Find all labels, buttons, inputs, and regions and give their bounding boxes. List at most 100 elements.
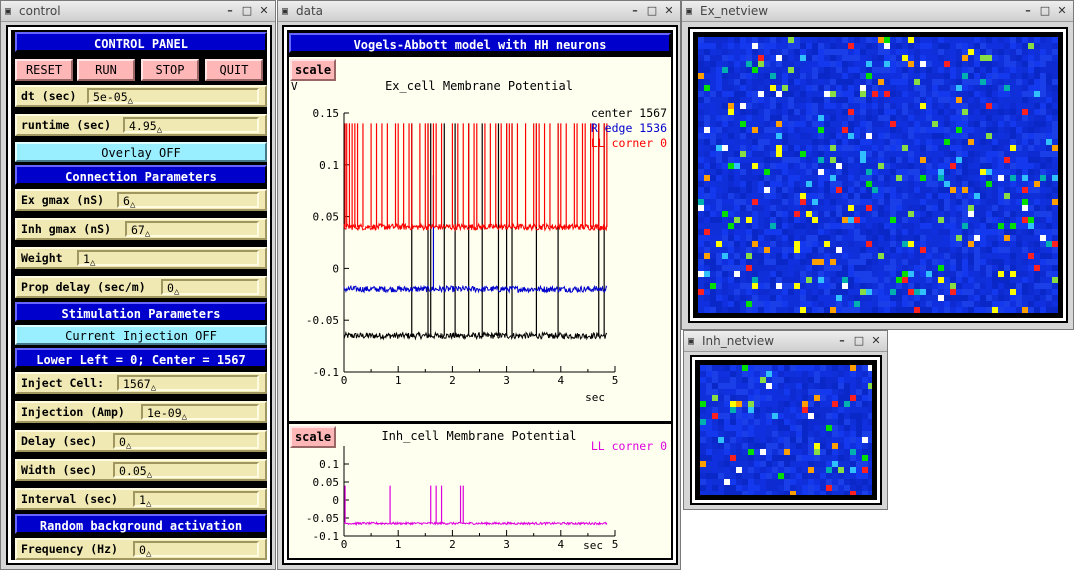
neuron-cell[interactable] xyxy=(962,229,968,235)
neuron-cell[interactable] xyxy=(716,259,722,265)
neuron-cell[interactable] xyxy=(962,133,968,139)
neuron-cell[interactable] xyxy=(742,395,748,401)
neuron-cell[interactable] xyxy=(746,217,752,223)
close-icon[interactable]: ✕ xyxy=(664,4,674,17)
neuron-cell[interactable] xyxy=(1040,127,1046,133)
neuron-cell[interactable] xyxy=(698,223,704,229)
neuron-cell[interactable] xyxy=(1028,247,1034,253)
neuron-cell[interactable] xyxy=(808,407,814,413)
neuron-cell[interactable] xyxy=(758,151,764,157)
neuron-cell[interactable] xyxy=(754,371,760,377)
neuron-cell[interactable] xyxy=(788,295,794,301)
neuron-cell[interactable] xyxy=(766,419,772,425)
neuron-cell[interactable] xyxy=(844,473,850,479)
neuron-cell[interactable] xyxy=(812,271,818,277)
neuron-cell[interactable] xyxy=(752,157,758,163)
neuron-cell[interactable] xyxy=(866,211,872,217)
neuron-cell[interactable] xyxy=(1010,121,1016,127)
neuron-cell[interactable] xyxy=(718,491,724,495)
neuron-cell[interactable] xyxy=(986,181,992,187)
neuron-cell[interactable] xyxy=(1022,253,1028,259)
neuron-cell[interactable] xyxy=(992,67,998,73)
neuron-cell[interactable] xyxy=(914,121,920,127)
neuron-cell[interactable] xyxy=(818,157,824,163)
neuron-cell[interactable] xyxy=(956,151,962,157)
neuron-cell[interactable] xyxy=(884,193,890,199)
neuron-cell[interactable] xyxy=(836,91,842,97)
neuron-cell[interactable] xyxy=(938,133,944,139)
neuron-cell[interactable] xyxy=(890,217,896,223)
neuron-cell[interactable] xyxy=(938,151,944,157)
neuron-cell[interactable] xyxy=(740,133,746,139)
neuron-cell[interactable] xyxy=(740,271,746,277)
neuron-cell[interactable] xyxy=(698,295,704,301)
neuron-cell[interactable] xyxy=(800,43,806,49)
neuron-cell[interactable] xyxy=(950,121,956,127)
neuron-cell[interactable] xyxy=(1010,277,1016,283)
neuron-cell[interactable] xyxy=(794,205,800,211)
neuron-cell[interactable] xyxy=(878,259,884,265)
neuron-cell[interactable] xyxy=(782,97,788,103)
neuron-cell[interactable] xyxy=(920,217,926,223)
neuron-cell[interactable] xyxy=(772,431,778,437)
neuron-cell[interactable] xyxy=(808,431,814,437)
neuron-cell[interactable] xyxy=(854,217,860,223)
neuron-cell[interactable] xyxy=(698,229,704,235)
neuron-cell[interactable] xyxy=(896,277,902,283)
neuron-cell[interactable] xyxy=(830,247,836,253)
neuron-cell[interactable] xyxy=(848,223,854,229)
neuron-cell[interactable] xyxy=(710,277,716,283)
neuron-cell[interactable] xyxy=(932,229,938,235)
neuron-cell[interactable] xyxy=(938,223,944,229)
neuron-cell[interactable] xyxy=(770,235,776,241)
neuron-cell[interactable] xyxy=(1022,235,1028,241)
neuron-cell[interactable] xyxy=(968,229,974,235)
neuron-cell[interactable] xyxy=(848,235,854,241)
neuron-cell[interactable] xyxy=(962,187,968,193)
neuron-cell[interactable] xyxy=(746,199,752,205)
neuron-cell[interactable] xyxy=(1046,79,1052,85)
neuron-cell[interactable] xyxy=(1052,169,1058,175)
neuron-cell[interactable] xyxy=(832,413,838,419)
neuron-cell[interactable] xyxy=(782,157,788,163)
quit-button[interactable]: QUIT xyxy=(205,59,263,81)
neuron-cell[interactable] xyxy=(1034,79,1040,85)
neuron-cell[interactable] xyxy=(764,139,770,145)
neuron-cell[interactable] xyxy=(1016,181,1022,187)
neuron-cell[interactable] xyxy=(896,307,902,313)
neuron-cell[interactable] xyxy=(920,139,926,145)
neuron-cell[interactable] xyxy=(1052,79,1058,85)
neuron-cell[interactable] xyxy=(836,301,842,307)
neuron-cell[interactable] xyxy=(724,401,730,407)
neuron-cell[interactable] xyxy=(914,295,920,301)
neuron-cell[interactable] xyxy=(878,127,884,133)
neuron-cell[interactable] xyxy=(914,271,920,277)
neuron-cell[interactable] xyxy=(902,127,908,133)
neuron-cell[interactable] xyxy=(806,145,812,151)
neuron-cell[interactable] xyxy=(824,265,830,271)
neuron-cell[interactable] xyxy=(866,127,872,133)
neuron-cell[interactable] xyxy=(842,85,848,91)
neuron-cell[interactable] xyxy=(884,217,890,223)
neuron-cell[interactable] xyxy=(848,283,854,289)
neuron-cell[interactable] xyxy=(856,491,862,495)
neuron-cell[interactable] xyxy=(866,103,872,109)
neuron-cell[interactable] xyxy=(824,43,830,49)
neuron-cell[interactable] xyxy=(764,229,770,235)
neuron-cell[interactable] xyxy=(758,265,764,271)
neuron-cell[interactable] xyxy=(850,365,856,371)
neuron-cell[interactable] xyxy=(850,437,856,443)
neuron-cell[interactable] xyxy=(836,223,842,229)
neuron-cell[interactable] xyxy=(950,289,956,295)
neuron-cell[interactable] xyxy=(944,307,950,313)
neuron-cell[interactable] xyxy=(826,449,832,455)
neuron-cell[interactable] xyxy=(908,205,914,211)
neuron-cell[interactable] xyxy=(766,431,772,437)
neuron-cell[interactable] xyxy=(986,259,992,265)
neuron-cell[interactable] xyxy=(764,85,770,91)
neuron-cell[interactable] xyxy=(730,371,736,377)
neuron-cell[interactable] xyxy=(716,211,722,217)
neuron-cell[interactable] xyxy=(1010,199,1016,205)
neuron-cell[interactable] xyxy=(700,485,706,491)
neuron-cell[interactable] xyxy=(704,211,710,217)
